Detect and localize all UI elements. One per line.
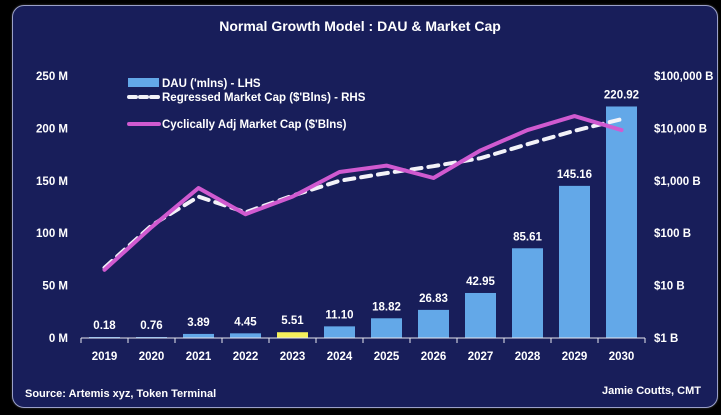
x-tick-label-2028: 2028	[515, 351, 541, 363]
chart-title: Normal Growth Model : DAU & Market Cap	[219, 18, 501, 34]
x-tick-label-2023: 2023	[280, 351, 306, 363]
x-tick-label-2020: 2020	[139, 351, 165, 363]
bar-2029	[559, 185, 590, 338]
footer-source: Source: Artemis xyz, Token Terminal	[25, 388, 216, 400]
regressed-market-cap-line	[102, 117, 624, 270]
bar-2027	[465, 292, 496, 338]
legend-swatch-dau	[128, 78, 159, 87]
right-tick-label: $10 B	[654, 281, 685, 293]
left-tick-label: 250 M	[36, 71, 68, 83]
bar-label-2025: 18.82	[372, 301, 401, 313]
bar-series	[89, 106, 637, 339]
legend-label-dau: DAU ('mlns) - LHS	[162, 78, 261, 90]
x-tick-label-2024: 2024	[327, 351, 353, 363]
bar-2028	[512, 248, 543, 338]
legend-label-cyclical: Cyclically Adj Market Cap ($'Blns)	[162, 119, 347, 131]
right-tick-label: $1 B	[654, 333, 678, 345]
bar-label-2021: 3.89	[187, 317, 209, 329]
cyclical-market-cap-line	[102, 114, 624, 272]
axes: 2019 2020 2021 2022 2023 2024 2025 2026 2027 2028…	[36, 71, 713, 363]
chart-panel	[12, 5, 718, 408]
bar-label-2026: 26.83	[419, 293, 448, 305]
bar-label-2023: 5.51	[281, 315, 304, 327]
legend: DAU ('mlns) - LHS Regressed Market Cap (…	[127, 78, 366, 131]
bar-label-2020: 0.76	[140, 320, 162, 332]
left-tick-label: 0 M	[49, 333, 68, 345]
bar-2024	[324, 326, 355, 338]
bar-2030	[606, 106, 637, 339]
line-series	[102, 114, 624, 272]
right-tick-label: $100 B	[654, 228, 691, 240]
bar-label-2024: 11.10	[325, 309, 353, 321]
bar-label-2028: 85.61	[513, 231, 542, 243]
bar-label-2019: 0.18	[93, 320, 116, 332]
bar-2026	[418, 309, 449, 338]
left-tick-label: 100 M	[36, 228, 68, 240]
left-tick-label: 150 M	[36, 176, 68, 188]
x-tick-label-2022: 2022	[233, 351, 259, 363]
x-tick-label-2026: 2026	[421, 351, 447, 363]
bar-label-2022: 4.45	[234, 316, 257, 328]
x-tick-label-2021: 2021	[186, 351, 212, 363]
bar-data-labels: 0.18 0.76 3.89 4.45 5.51 11.10 18.82 26.83 42.95…	[93, 89, 639, 332]
left-tick-label: 50 M	[42, 281, 68, 293]
x-tick-label-2019: 2019	[92, 351, 118, 363]
bar-2021	[183, 333, 214, 338]
left-tick-label: 200 M	[36, 123, 68, 135]
bar-label-2029: 145.16	[557, 169, 592, 181]
x-tick-label-2027: 2027	[468, 351, 494, 363]
right-tick-label: $100,000 B	[654, 71, 713, 83]
bar-2023	[277, 332, 308, 338]
bar-2025	[371, 318, 402, 338]
x-tick-label-2029: 2029	[562, 351, 588, 363]
right-tick-label: $1,000 B	[654, 176, 701, 188]
x-tick-label-2025: 2025	[374, 351, 400, 363]
right-tick-label: $10,000 B	[654, 123, 707, 135]
bar-2022	[230, 333, 261, 338]
legend-label-regressed: Regressed Market Cap ($'Blns) - RHS	[162, 92, 366, 104]
bar-label-2027: 42.95	[466, 276, 495, 288]
x-tick-label-2030: 2030	[609, 351, 635, 363]
bar-label-2030: 220.92	[604, 89, 639, 101]
footer-author: Jamie Coutts, CMT	[602, 385, 701, 397]
